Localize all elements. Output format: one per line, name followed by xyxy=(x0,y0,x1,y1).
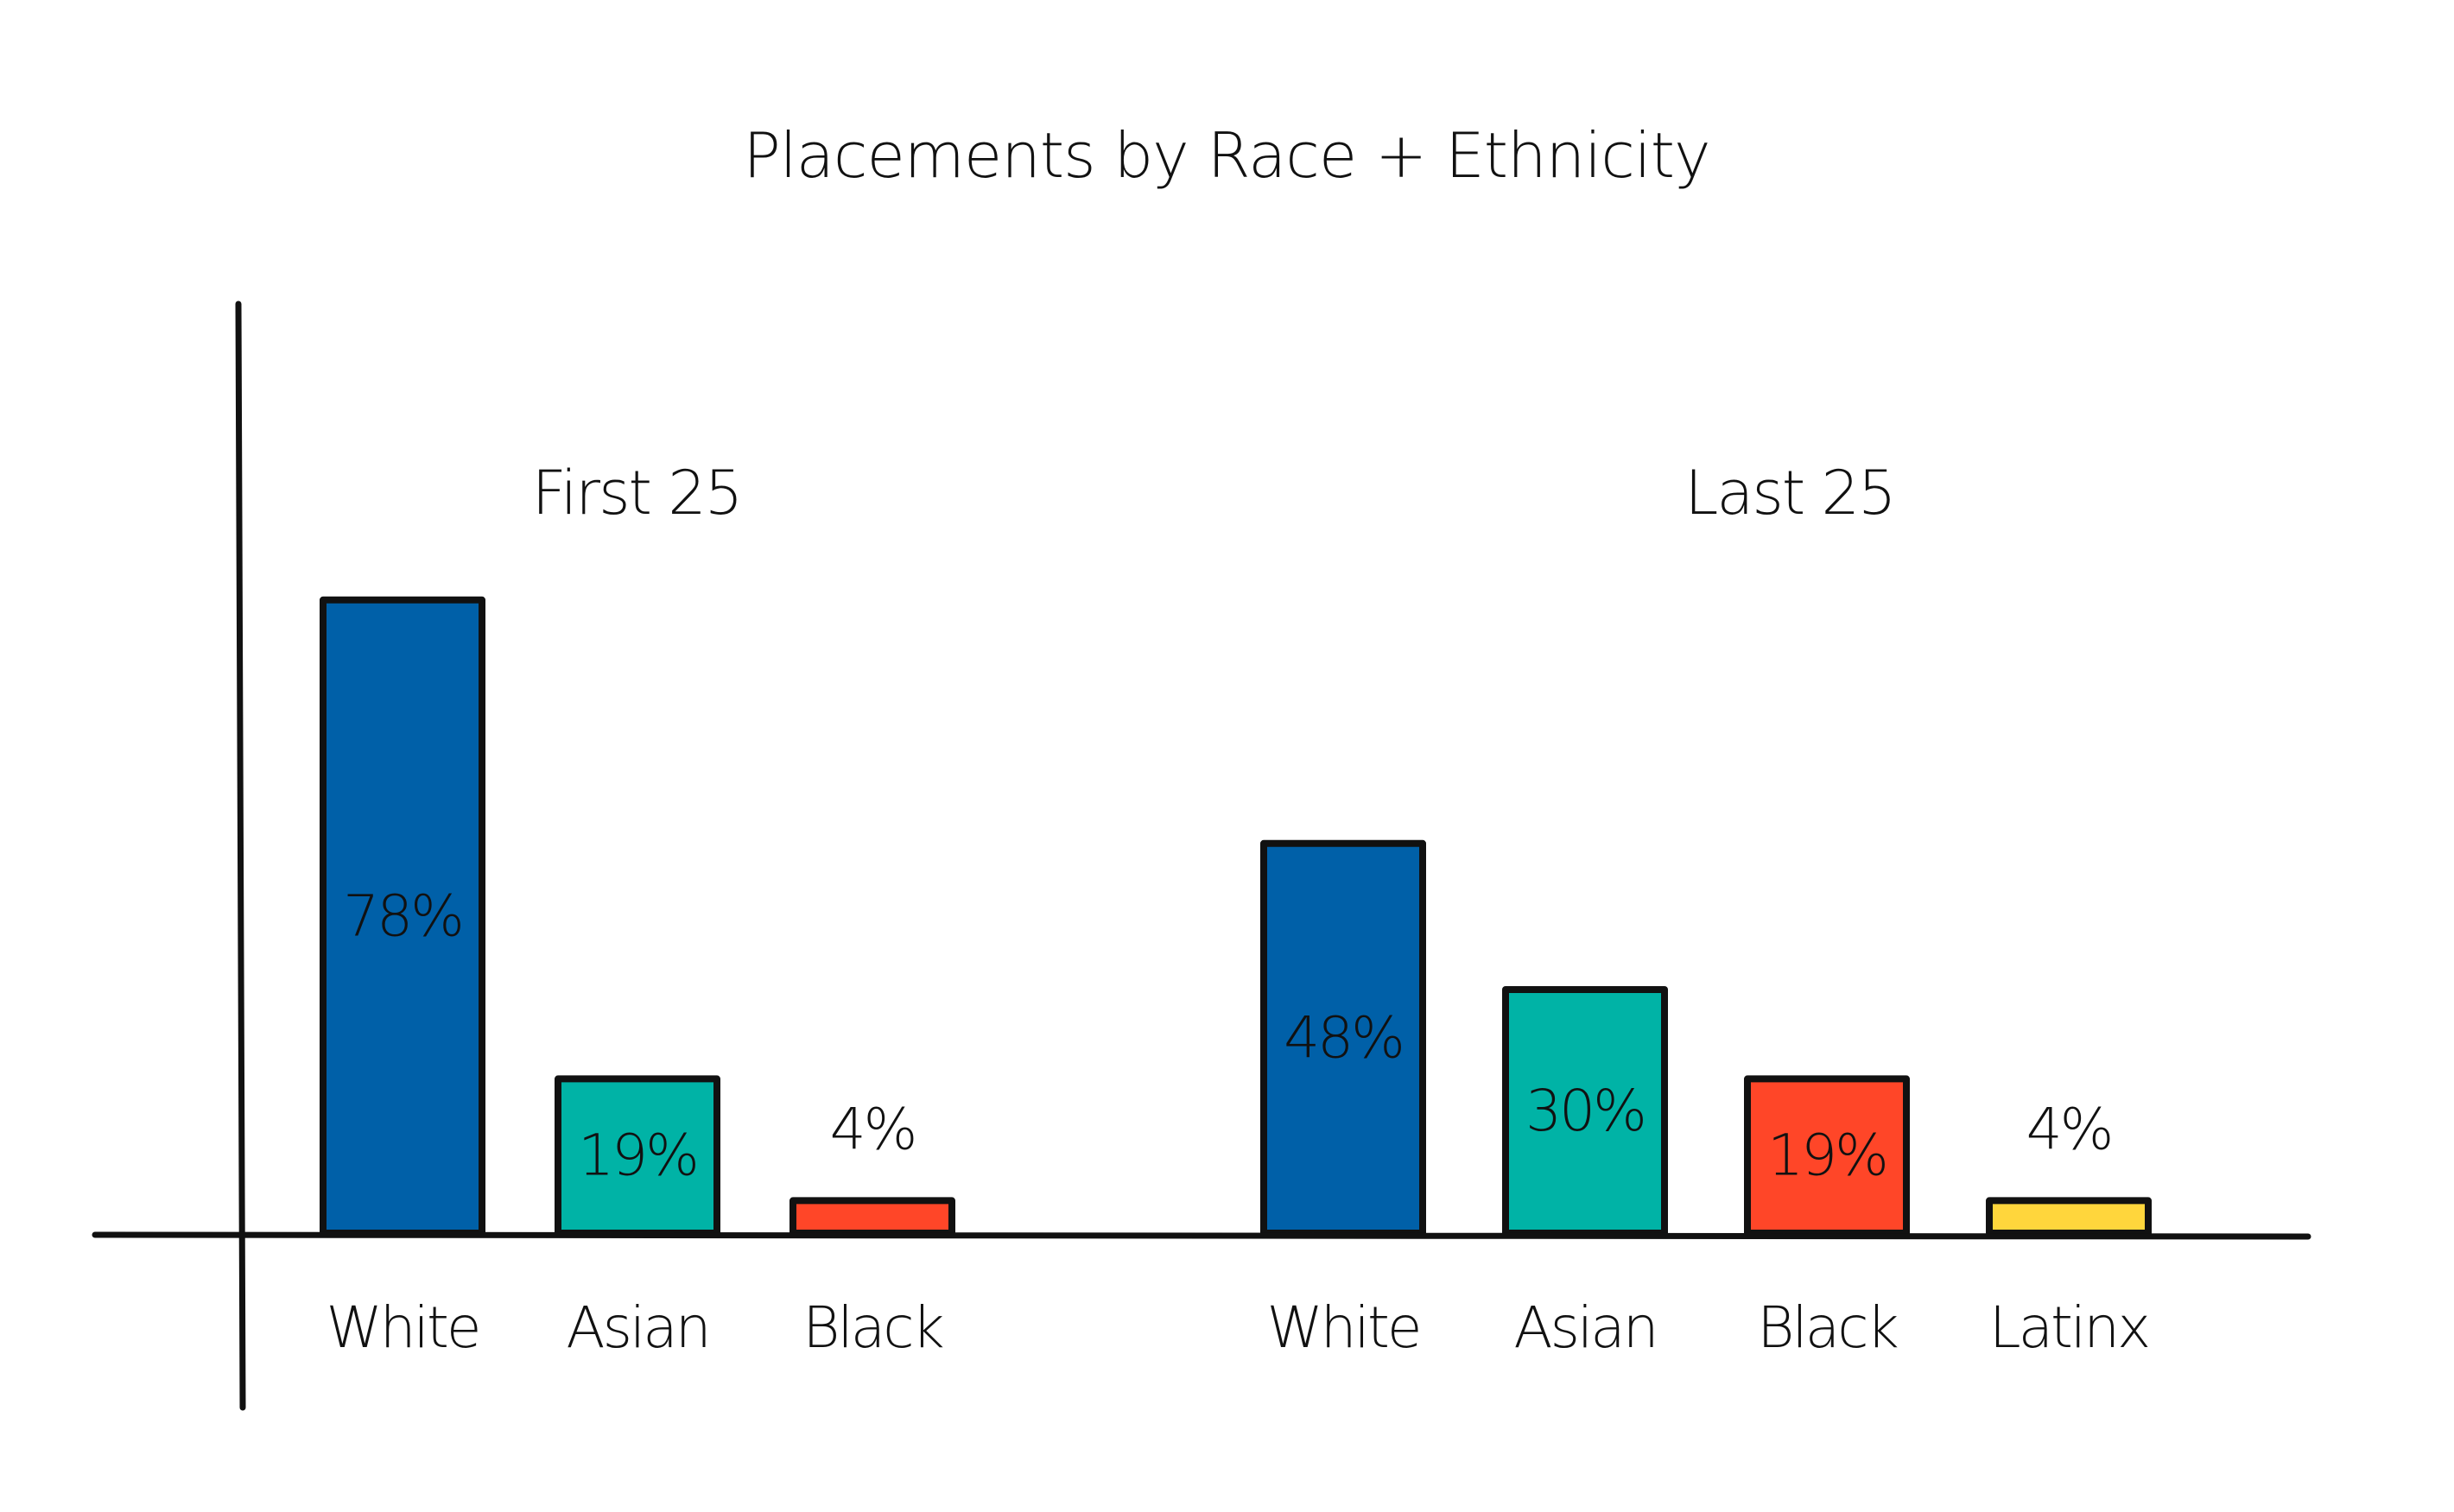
value-label-first-25-white: 78% xyxy=(343,883,462,949)
category-label-first-25-white: White xyxy=(327,1294,479,1361)
value-label-first-25-asian: 19% xyxy=(578,1123,697,1189)
value-label-last-25-asian: 30% xyxy=(1525,1078,1645,1144)
category-label-last-25-latinx: Latinx xyxy=(1989,1294,2148,1361)
bar-last-25-black xyxy=(1744,1075,1910,1237)
value-label-last-25-white: 48% xyxy=(1284,1004,1403,1071)
y-axis xyxy=(235,301,246,1411)
value-label-last-25-latinx: 4% xyxy=(2026,1096,2112,1162)
category-label-first-25-black: Black xyxy=(802,1294,943,1361)
category-label-last-25-black: Black xyxy=(1757,1294,1898,1361)
bar-last-25-latinx xyxy=(1986,1197,2152,1237)
bar-first-25-white xyxy=(320,596,485,1237)
value-label-last-25-black: 19% xyxy=(1767,1123,1886,1189)
category-label-last-25-asian: Asian xyxy=(1513,1294,1656,1361)
chart-title: Placements by Race + Ethnicity xyxy=(743,119,1709,192)
group-label-last-25: Last 25 xyxy=(1684,458,1894,528)
group-label-first-25: First 25 xyxy=(532,458,742,528)
category-label-first-25-asian: Asian xyxy=(566,1294,708,1361)
value-label-first-25-black: 4% xyxy=(830,1096,916,1162)
category-label-last-25-white: White xyxy=(1267,1294,1420,1361)
bar-first-25-black xyxy=(789,1197,955,1237)
bar-last-25-asian xyxy=(1502,986,1668,1237)
x-axis xyxy=(92,1231,2311,1240)
bars: 78% White 19% Asian 4% Black 48% White 30% Asian 1… xyxy=(320,596,2152,1361)
